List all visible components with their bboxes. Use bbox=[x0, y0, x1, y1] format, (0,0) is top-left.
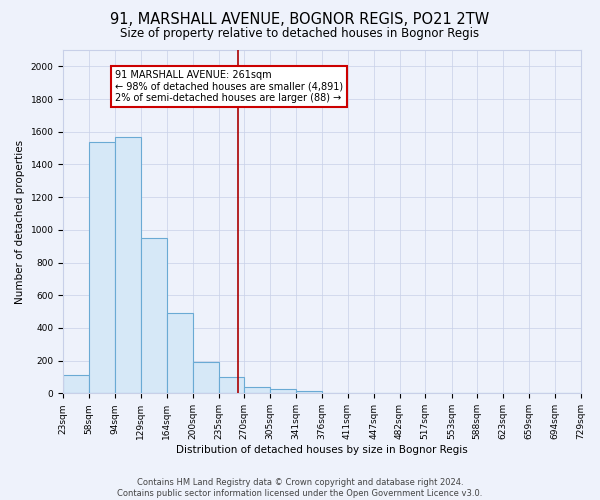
Bar bbox=[270, 390, 296, 394]
Bar bbox=[167, 313, 193, 394]
Text: Size of property relative to detached houses in Bognor Regis: Size of property relative to detached ho… bbox=[121, 28, 479, 40]
Bar bbox=[322, 392, 347, 394]
Bar bbox=[63, 376, 89, 394]
Bar bbox=[89, 142, 115, 394]
Bar bbox=[193, 362, 218, 394]
Text: 91, MARSHALL AVENUE, BOGNOR REGIS, PO21 2TW: 91, MARSHALL AVENUE, BOGNOR REGIS, PO21 … bbox=[110, 12, 490, 28]
Bar bbox=[296, 391, 322, 394]
Bar bbox=[141, 238, 167, 394]
X-axis label: Distribution of detached houses by size in Bognor Regis: Distribution of detached houses by size … bbox=[176, 445, 468, 455]
Text: 91 MARSHALL AVENUE: 261sqm
← 98% of detached houses are smaller (4,891)
2% of se: 91 MARSHALL AVENUE: 261sqm ← 98% of deta… bbox=[115, 70, 343, 103]
Y-axis label: Number of detached properties: Number of detached properties bbox=[15, 140, 25, 304]
Bar bbox=[244, 387, 270, 394]
Text: Contains HM Land Registry data © Crown copyright and database right 2024.
Contai: Contains HM Land Registry data © Crown c… bbox=[118, 478, 482, 498]
Bar bbox=[425, 392, 452, 394]
Bar bbox=[115, 136, 141, 394]
Bar bbox=[218, 377, 244, 394]
Bar bbox=[374, 392, 400, 394]
Bar bbox=[347, 392, 374, 394]
